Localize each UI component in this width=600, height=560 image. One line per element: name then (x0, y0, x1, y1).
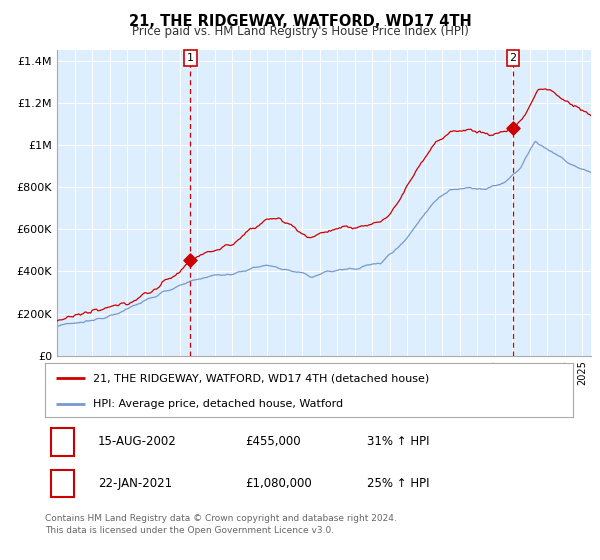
Text: HPI: Average price, detached house, Watford: HPI: Average price, detached house, Watf… (92, 399, 343, 409)
Text: £455,000: £455,000 (245, 435, 301, 449)
Text: 31% ↑ HPI: 31% ↑ HPI (367, 435, 430, 449)
Point (185, 255, 195, 264)
Text: 25% ↑ HPI: 25% ↑ HPI (367, 477, 430, 490)
FancyBboxPatch shape (52, 470, 74, 497)
Text: 2: 2 (509, 53, 517, 63)
Text: 1: 1 (58, 435, 67, 449)
Text: £1,080,000: £1,080,000 (245, 477, 313, 490)
Text: Contains HM Land Registry data © Crown copyright and database right 2024.
This d: Contains HM Land Registry data © Crown c… (45, 514, 397, 535)
Text: 2: 2 (58, 477, 67, 490)
Text: 15-AUG-2002: 15-AUG-2002 (98, 435, 176, 449)
FancyBboxPatch shape (52, 428, 74, 456)
Text: 21, THE RIDGEWAY, WATFORD, WD17 4TH: 21, THE RIDGEWAY, WATFORD, WD17 4TH (128, 14, 472, 29)
Text: 21, THE RIDGEWAY, WATFORD, WD17 4TH (detached house): 21, THE RIDGEWAY, WATFORD, WD17 4TH (det… (92, 373, 429, 383)
Text: 1: 1 (187, 53, 194, 63)
Text: Price paid vs. HM Land Registry's House Price Index (HPI): Price paid vs. HM Land Registry's House … (131, 25, 469, 38)
Point (508, 124, 518, 133)
Text: 22-JAN-2021: 22-JAN-2021 (98, 477, 172, 490)
